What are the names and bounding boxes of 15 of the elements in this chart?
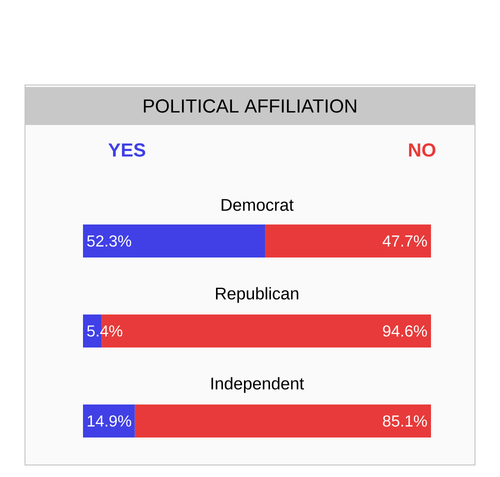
y-tick-label: Republican [216,287,298,303]
bar [83,404,135,438]
y-tick-label: Independent [211,377,304,393]
data-label: 47.7% [382,235,427,247]
data-label: 94.6% [383,325,427,337]
y-tick-label: Democrat [222,199,294,211]
bar [83,224,266,258]
text: NO [409,143,436,157]
bar [265,224,432,258]
bar [134,404,432,438]
data-label: 14.9% [88,415,132,427]
data-label: 85.1% [382,415,427,427]
data-label: 52.3% [87,235,132,247]
text: YES [108,143,146,157]
chart-title: POLITICAL AFFILIATION [144,99,356,113]
